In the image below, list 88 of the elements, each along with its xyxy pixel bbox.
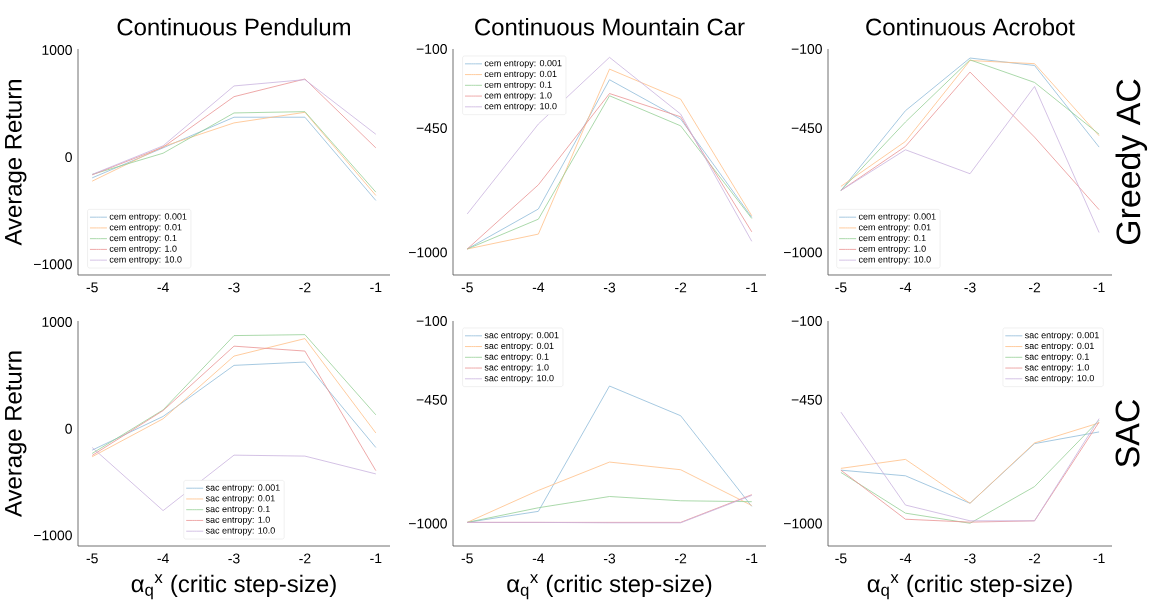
x-tick-label: -2	[299, 553, 311, 564]
x-axis-title: α$_{q}$$^{x}$ (critic step-size)	[867, 574, 1072, 600]
x-tick-label: -2	[675, 553, 687, 564]
legend-label: sac entropy: 0.1	[1024, 353, 1089, 362]
x-tick-label: -3	[603, 553, 616, 564]
x-tick-label: -4	[532, 553, 545, 564]
x-tick-label: -3	[603, 282, 616, 293]
legend-label: cem entropy: 0.001	[109, 213, 187, 222]
x-tick-label: -5	[86, 553, 98, 564]
legend-label: sac entropy: 0.001	[205, 484, 280, 493]
legend-label: cem entropy: 0.001	[484, 59, 562, 69]
x-tick-label: -4	[532, 282, 545, 293]
y-tick-label: 1000	[42, 45, 72, 56]
legend-label: sac entropy: 1.0	[205, 516, 270, 525]
x-axis-title: α$_{q}$$^{x}$ (critic step-size)	[131, 574, 336, 600]
legend-label: sac entropy: 0.01	[205, 495, 275, 504]
y-tick-label: −100	[791, 44, 822, 54]
x-tick-label: -2	[675, 282, 687, 293]
text: SAC	[1115, 399, 1140, 467]
x-tick-label: -2	[1028, 553, 1041, 564]
legend-label: cem entropy: 0.01	[858, 224, 931, 233]
x-tick-label: -4	[157, 282, 169, 293]
legend-label: cem entropy: 1.0	[484, 92, 552, 101]
legend-label: sac entropy: 0.001	[1024, 331, 1099, 341]
legend-label: cem entropy: 10.0	[109, 256, 182, 265]
y-tick-label: −1000	[784, 518, 822, 529]
legend-label: sac entropy: 0.001	[484, 331, 559, 341]
x-tick-label: -3	[228, 282, 240, 293]
legend-label: cem entropy: 0.1	[109, 234, 177, 243]
y-tick-label: −100	[416, 44, 447, 54]
y-tick-label: −1000	[409, 518, 447, 529]
x-tick-label: -1	[1093, 553, 1105, 564]
legend-label: cem entropy: 10.0	[858, 256, 931, 265]
chart-title: Continuous Pendulum	[117, 17, 350, 36]
x-tick-label: -1	[370, 553, 382, 564]
y-tick-label: 1000	[42, 317, 72, 328]
x-tick-label: -1	[746, 553, 758, 564]
y-tick-label: −450	[416, 123, 447, 134]
x-tick-label: -1	[370, 282, 382, 293]
legend-label: sac entropy: 0.01	[1024, 342, 1094, 351]
legend-label: cem entropy: 1.0	[858, 245, 926, 254]
legend-label: sac entropy: 10.0	[484, 374, 554, 384]
legend-label: sac entropy: 0.1	[484, 353, 549, 362]
legend-label: cem entropy: 10.0	[484, 102, 557, 112]
x-tick-label: -4	[899, 282, 912, 293]
x-tick-label: -3	[964, 282, 976, 293]
legend-label: cem entropy: 1.0	[109, 245, 177, 254]
chart-title: Continuous Acrobot	[866, 17, 1075, 36]
y-tick-label: −1000	[409, 247, 447, 258]
y-tick-label: 0	[65, 152, 72, 163]
x-tick-label: -5	[835, 282, 847, 293]
y-tick-label: −100	[791, 316, 822, 326]
x-tick-label: -1	[1093, 282, 1105, 293]
y-tick-label: −1000	[784, 247, 822, 258]
legend-label: sac entropy: 10.0	[205, 527, 275, 536]
legend-label: cem entropy: 0.001	[858, 213, 936, 222]
text: Greedy AC	[1115, 79, 1148, 245]
x-tick-label: -5	[835, 553, 847, 564]
legend-label: cem entropy: 0.1	[858, 234, 926, 243]
x-tick-label: -4	[899, 553, 912, 564]
y-tick-label: −100	[416, 316, 447, 326]
legend-label: sac entropy: 10.0	[1024, 374, 1094, 384]
legend-label: cem entropy: 0.01	[109, 224, 182, 233]
y-tick-label: −450	[791, 394, 822, 405]
y-tick-label: −1000	[33, 530, 72, 541]
legend-label: cem entropy: 0.1	[484, 81, 552, 90]
legend-label: cem entropy: 0.01	[484, 70, 557, 79]
x-tick-label: -4	[157, 553, 169, 564]
x-tick-label: -1	[746, 282, 758, 293]
x-tick-label: -5	[461, 553, 473, 564]
legend-label: sac entropy: 1.0	[484, 364, 549, 373]
x-tick-label: -3	[964, 553, 976, 564]
y-axis-title: Average Return	[5, 351, 27, 517]
legend-label: sac entropy: 0.01	[484, 342, 554, 351]
x-tick-label: -5	[461, 282, 473, 293]
x-tick-label: -5	[86, 282, 98, 293]
x-tick-label: -2	[1028, 282, 1041, 293]
y-tick-label: 0	[65, 423, 72, 434]
legend-label: sac entropy: 0.1	[205, 505, 270, 514]
y-tick-label: −1000	[33, 259, 72, 270]
legend-label: sac entropy: 1.0	[1024, 364, 1089, 373]
x-tick-label: -3	[228, 553, 240, 564]
chart-title: Continuous Mountain Car	[475, 17, 745, 36]
x-tick-label: -2	[299, 282, 311, 293]
y-tick-label: −450	[416, 394, 447, 405]
y-axis-title: Average Return	[5, 80, 27, 246]
x-axis-title: α$_{q}$$^{x}$ (critic step-size)	[507, 574, 712, 600]
y-tick-label: −450	[791, 123, 822, 134]
